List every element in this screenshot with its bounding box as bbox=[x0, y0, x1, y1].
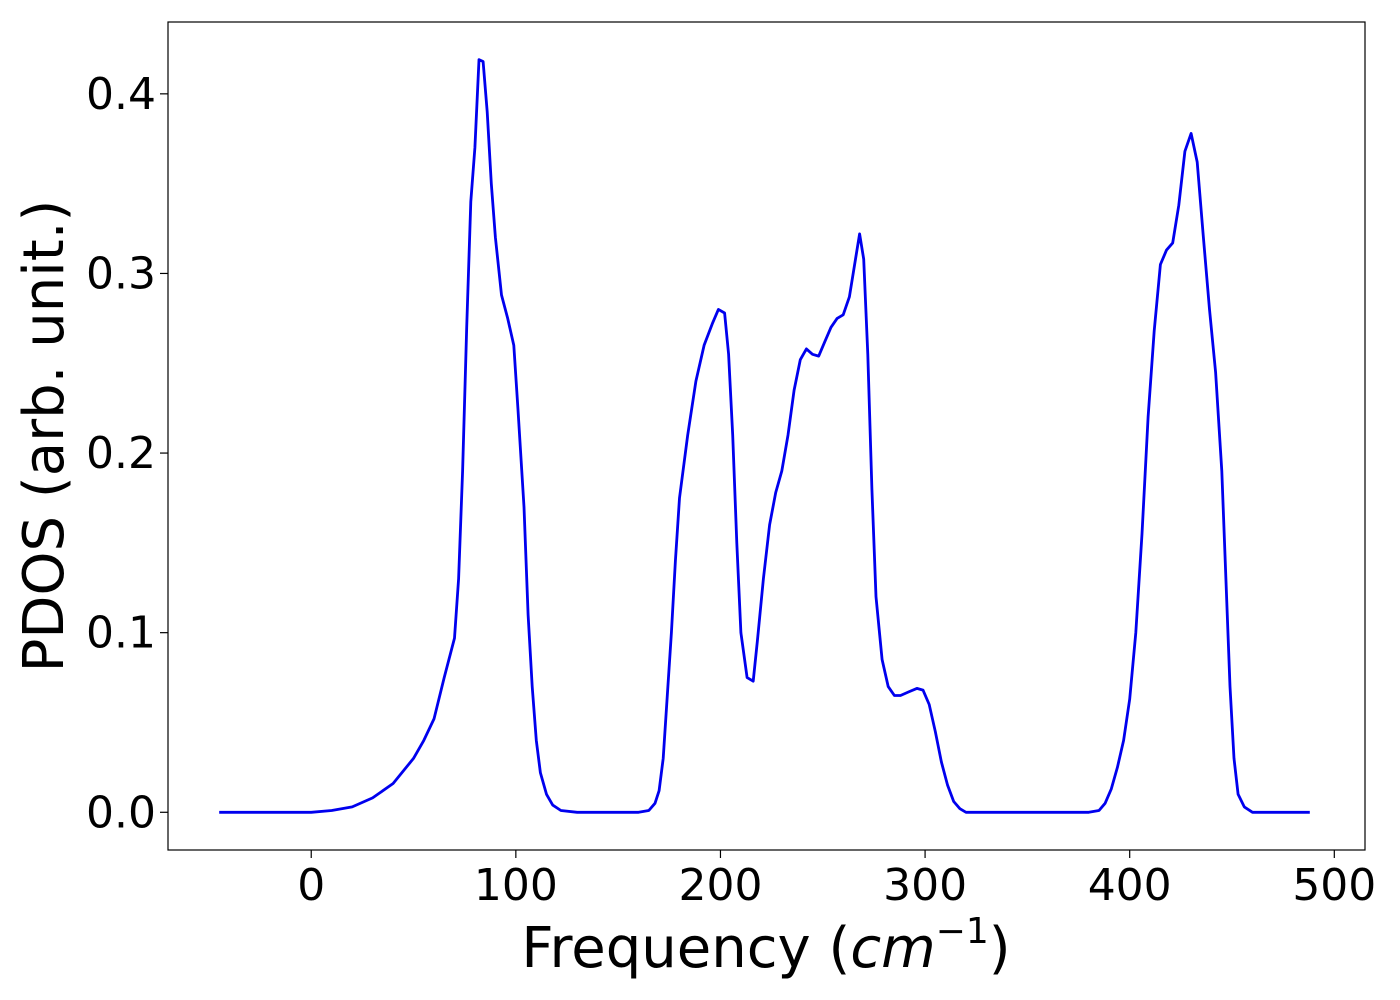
y-tick-label: 0.4 bbox=[86, 69, 156, 120]
y-axis-ticks: 0.0 0.1 0.2 0.3 0.4 bbox=[86, 69, 168, 838]
x-tick-label: 200 bbox=[678, 860, 762, 911]
x-axis-ticks: 0 100 200 300 400 500 bbox=[297, 850, 1376, 911]
pdos-series-line bbox=[219, 58, 1310, 814]
x-tick-label: 0 bbox=[297, 860, 325, 911]
x-tick-label: 100 bbox=[474, 860, 558, 911]
x-axis-label-unit: cm bbox=[850, 916, 935, 981]
x-tick-label: 400 bbox=[1088, 860, 1172, 911]
x-axis-label-close: ) bbox=[989, 916, 1011, 981]
x-axis-label: Frequency (cm−1) bbox=[521, 911, 1010, 981]
x-axis-label-exponent: −1 bbox=[936, 911, 989, 952]
x-axis-label-text: Frequency ( bbox=[521, 916, 850, 981]
y-tick-label: 0.3 bbox=[86, 248, 156, 299]
y-tick-label: 0.2 bbox=[86, 428, 156, 479]
plot-frame bbox=[167, 21, 1366, 851]
x-tick-label: 300 bbox=[883, 860, 967, 911]
y-axis-label: PDOS (arb. unit.) bbox=[12, 200, 77, 673]
y-tick-label: 0.1 bbox=[86, 608, 156, 659]
x-tick-label: 500 bbox=[1292, 860, 1376, 911]
y-tick-label: 0.0 bbox=[86, 787, 156, 838]
